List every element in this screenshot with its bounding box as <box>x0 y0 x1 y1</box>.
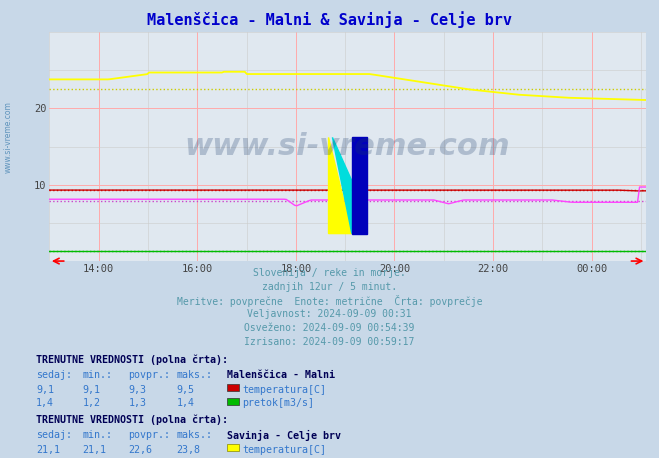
Text: 1,4: 1,4 <box>36 398 54 409</box>
Text: 9,3: 9,3 <box>129 385 146 395</box>
Text: pretok[m3/s]: pretok[m3/s] <box>242 398 314 409</box>
Text: 1,4: 1,4 <box>177 398 194 409</box>
Text: www.si-vreme.com: www.si-vreme.com <box>185 132 511 161</box>
Text: Osveženo: 2024-09-09 00:54:39: Osveženo: 2024-09-09 00:54:39 <box>244 323 415 333</box>
Text: 9,5: 9,5 <box>177 385 194 395</box>
Text: temperatura[C]: temperatura[C] <box>242 385 326 395</box>
Text: min.:: min.: <box>82 370 113 380</box>
Text: Savinja - Celje brv: Savinja - Celje brv <box>227 430 341 441</box>
Text: Izrisano: 2024-09-09 00:59:17: Izrisano: 2024-09-09 00:59:17 <box>244 337 415 347</box>
Text: povpr.:: povpr.: <box>129 430 171 440</box>
Text: zadnjih 12ur / 5 minut.: zadnjih 12ur / 5 minut. <box>262 282 397 292</box>
Text: sedaj:: sedaj: <box>36 430 72 440</box>
Polygon shape <box>332 137 352 234</box>
Text: Malenščica - Malni & Savinja - Celje brv: Malenščica - Malni & Savinja - Celje brv <box>147 11 512 28</box>
Text: www.si-vreme.com: www.si-vreme.com <box>3 102 13 173</box>
Text: TRENUTNE VREDNOSTI (polna črta):: TRENUTNE VREDNOSTI (polna črta): <box>36 355 228 365</box>
Text: 1,2: 1,2 <box>82 398 100 409</box>
Text: povpr.:: povpr.: <box>129 370 171 380</box>
Text: Slovenija / reke in morje.: Slovenija / reke in morje. <box>253 268 406 278</box>
Text: 21,1: 21,1 <box>82 445 106 455</box>
Text: Veljavnost: 2024-09-09 00:31: Veljavnost: 2024-09-09 00:31 <box>247 309 412 319</box>
Text: 23,8: 23,8 <box>177 445 200 455</box>
Text: Malenščica - Malni: Malenščica - Malni <box>227 370 335 380</box>
Polygon shape <box>352 137 367 234</box>
Text: 22,6: 22,6 <box>129 445 152 455</box>
Text: maks.:: maks.: <box>177 430 213 440</box>
Text: 1,3: 1,3 <box>129 398 146 409</box>
Text: Meritve: povprečne  Enote: metrične  Črta: povprečje: Meritve: povprečne Enote: metrične Črta:… <box>177 295 482 307</box>
Text: temperatura[C]: temperatura[C] <box>242 445 326 455</box>
Text: min.:: min.: <box>82 430 113 440</box>
Text: 21,1: 21,1 <box>36 445 60 455</box>
Text: TRENUTNE VREDNOSTI (polna črta):: TRENUTNE VREDNOSTI (polna črta): <box>36 415 228 425</box>
Text: 9,1: 9,1 <box>82 385 100 395</box>
Text: sedaj:: sedaj: <box>36 370 72 380</box>
Text: 9,1: 9,1 <box>36 385 54 395</box>
Polygon shape <box>329 137 352 234</box>
Text: maks.:: maks.: <box>177 370 213 380</box>
